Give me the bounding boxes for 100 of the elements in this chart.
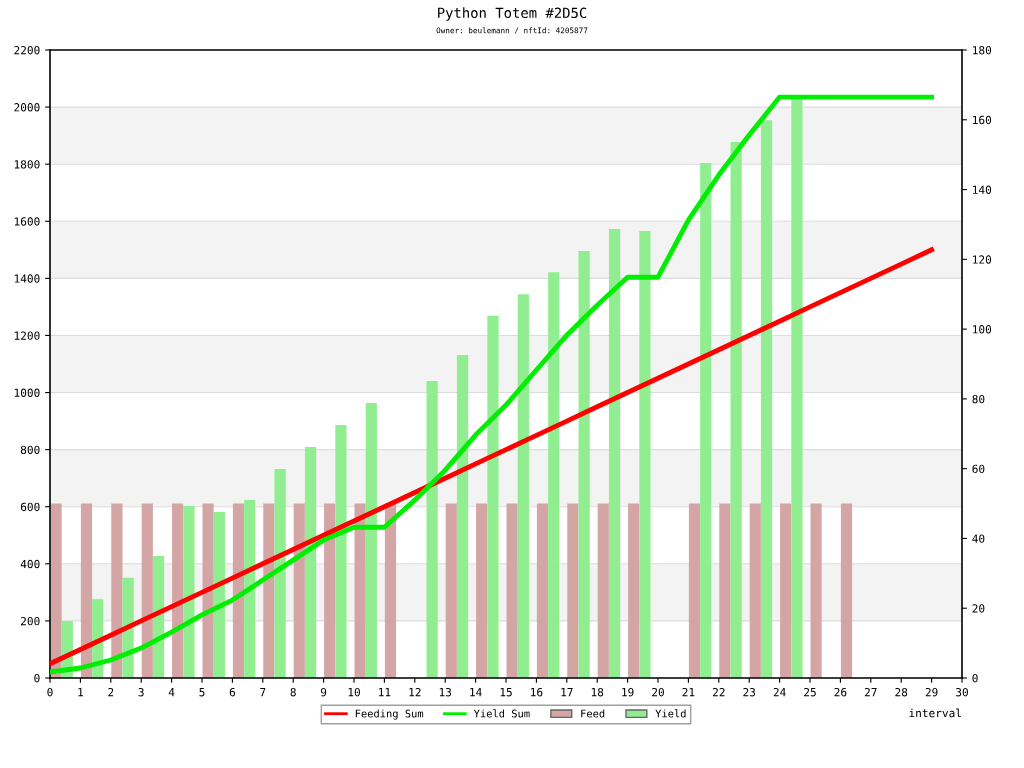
bar	[536, 503, 549, 678]
x-tick-label: 10	[348, 687, 360, 697]
x-tick-label: 23	[743, 687, 756, 697]
x-tick-label: 1	[78, 688, 83, 697]
y-tick-label: 1600	[14, 217, 40, 226]
bar	[780, 503, 792, 678]
x-tick-label: 7	[260, 688, 266, 697]
y-tick-label: 400	[20, 559, 40, 569]
bar	[567, 503, 579, 678]
bar	[578, 250, 590, 678]
bar	[517, 294, 529, 678]
x-tick-label: 13	[439, 687, 452, 697]
y-tick-label: 1000	[14, 388, 40, 397]
y2-tick-label: 160	[973, 115, 992, 125]
y-tick-label: 2000	[14, 103, 40, 112]
y-tick-label: 800	[20, 445, 40, 455]
bar	[80, 503, 93, 678]
bar	[749, 503, 761, 678]
y2-tick-label: 20	[972, 604, 985, 613]
bar	[324, 503, 336, 678]
x-tick-label: 26	[834, 687, 847, 697]
y-tick-label: 200	[21, 616, 40, 626]
x-tick-label: 12	[409, 687, 421, 697]
bar	[304, 447, 317, 678]
bar	[445, 503, 457, 678]
x-tick-label: 18	[591, 687, 604, 697]
x-tick-label: 24	[773, 687, 786, 697]
x-tick-label: 3	[138, 687, 144, 697]
x-tick-label: 15	[500, 688, 512, 697]
legend-label: Yield	[655, 709, 686, 718]
x-tick-label: 30	[956, 687, 968, 697]
x-tick-label: 19	[622, 687, 634, 697]
bar	[426, 381, 438, 678]
bar	[354, 503, 366, 678]
y2-tick-label: 80	[972, 394, 985, 404]
bar	[244, 500, 256, 678]
bar	[730, 142, 742, 678]
bar	[172, 503, 184, 678]
legend-label: Feed	[581, 709, 605, 718]
x-tick-label: 29	[925, 687, 938, 697]
x-tick-label: 14	[470, 688, 482, 697]
bar	[365, 403, 377, 678]
bar	[688, 503, 701, 678]
y2-tick-label: 60	[972, 464, 985, 474]
chart-title: Python Totem #2D5C	[438, 7, 587, 21]
x-tick-label: 4	[168, 688, 175, 697]
bar	[608, 228, 621, 678]
bar	[628, 503, 640, 678]
legend-label: Yield Sum	[473, 709, 530, 718]
bar	[506, 503, 518, 678]
x-tick-label: 21	[682, 687, 695, 697]
y2-tick-label: 140	[973, 185, 992, 194]
x-tick-label: 11	[379, 688, 391, 697]
y-tick-label: 600	[20, 502, 40, 512]
bar	[274, 469, 286, 678]
x-tick-label: 0	[47, 687, 53, 697]
bar	[639, 231, 651, 678]
x-tick-label: 8	[290, 687, 296, 697]
x-tick-label: 6	[229, 687, 236, 697]
bar	[202, 503, 214, 678]
y2-tick-label: 40	[972, 534, 985, 543]
x-tick-label: 27	[864, 687, 877, 697]
y2-tick-label: 0	[972, 674, 978, 683]
y-tick-label: 0	[34, 674, 40, 683]
bar	[487, 315, 499, 678]
bar	[719, 503, 731, 678]
bar	[476, 503, 488, 678]
bar	[791, 98, 803, 678]
bar	[50, 503, 62, 678]
x-tick-label: 22	[712, 687, 725, 697]
bar	[213, 511, 225, 678]
bar	[597, 503, 609, 678]
legend-label: Feeding Sum	[355, 709, 424, 720]
bar	[232, 503, 245, 678]
x-axis-title: interval	[909, 708, 961, 718]
x-tick-label: 16	[531, 687, 543, 697]
y-tick-label: 1800	[14, 160, 40, 169]
bar	[141, 503, 153, 678]
y-tick-label: 1400	[14, 274, 40, 283]
bar	[840, 503, 853, 678]
bar	[548, 272, 560, 678]
bar	[760, 120, 773, 678]
y2-tick-label: 100	[973, 325, 992, 334]
bar	[810, 503, 822, 678]
x-tick-label: 2	[108, 687, 114, 697]
x-tick-label: 28	[895, 687, 908, 697]
y2-tick-label: 180	[973, 46, 992, 55]
y-tick-label: 2200	[14, 46, 40, 55]
bar	[456, 354, 469, 678]
line-series	[50, 94, 935, 675]
bar	[700, 163, 712, 678]
line-series	[50, 247, 935, 667]
x-tick-label: 20	[652, 687, 664, 697]
y2-tick-label: 120	[973, 255, 992, 264]
x-tick-label: 25	[804, 687, 816, 697]
x-tick-label: 5	[199, 688, 205, 697]
bar	[111, 503, 123, 678]
bar	[335, 425, 347, 678]
x-tick-label: 9	[320, 687, 327, 697]
bar	[263, 503, 275, 678]
